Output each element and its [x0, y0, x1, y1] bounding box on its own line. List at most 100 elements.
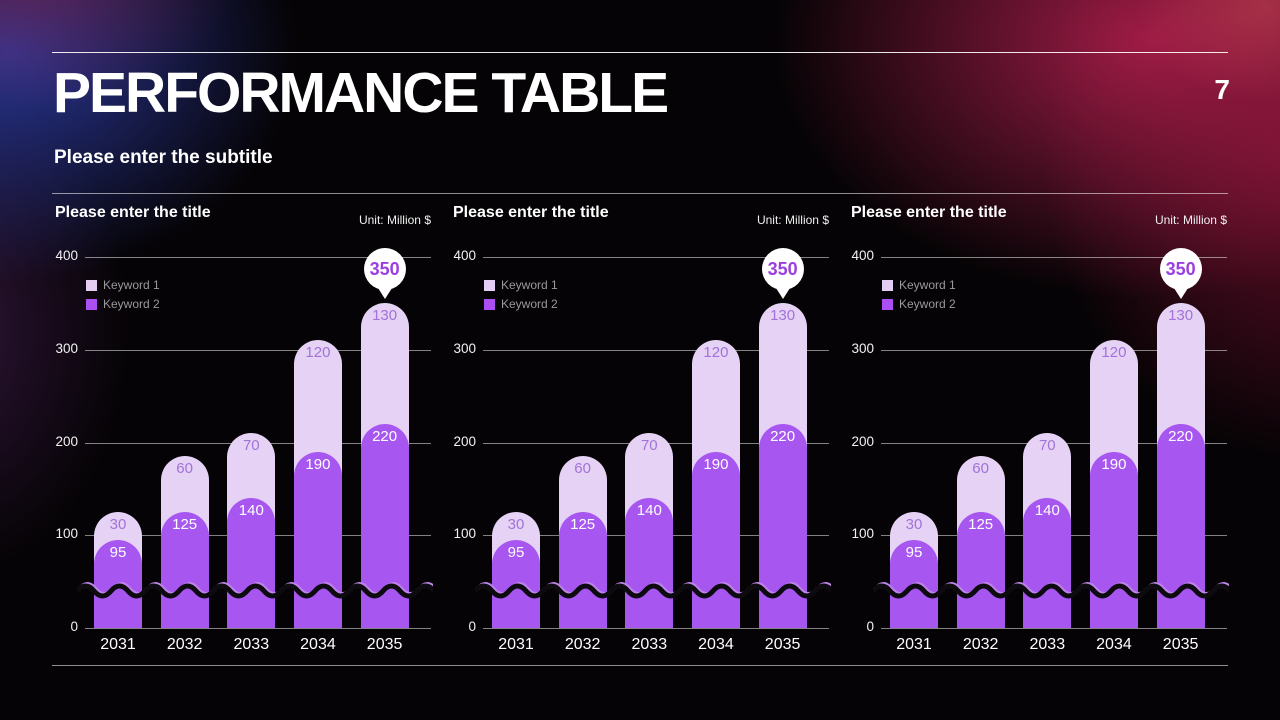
x-tick-label: 2031: [100, 636, 136, 653]
bottom-rule: [52, 665, 1228, 666]
bar-value-label: 190: [305, 455, 331, 473]
y-tick-label: 100: [55, 526, 78, 542]
callout-value: 350: [363, 248, 406, 290]
unit-label: Unit: Million $: [358, 213, 431, 227]
gridline: [881, 349, 1227, 351]
legend-swatch-2: [86, 299, 97, 310]
callout-value: 350: [1159, 248, 1202, 290]
legend-swatch-1: [484, 280, 495, 291]
y-tick-label: 300: [851, 340, 874, 356]
axis-break-squiggle: [75, 577, 454, 601]
bar-value-label: 95: [507, 543, 525, 561]
legend-label-1: Keyword 1: [501, 278, 558, 292]
bar-value-label: 120: [703, 344, 729, 362]
bar-value-label: 220: [1168, 427, 1194, 445]
x-tick-label: 2032: [166, 636, 203, 653]
y-tick-label: 400: [55, 248, 78, 263]
x-tick-label: 2033: [233, 636, 270, 653]
slide-subtitle: Please enter the subtitle: [54, 147, 273, 168]
gridline: [881, 257, 1227, 258]
y-tick-label: 0: [70, 619, 78, 634]
bar-value-label: 120: [305, 344, 331, 362]
bar-value-label: 60: [972, 460, 989, 478]
bar-value-label: 140: [1034, 502, 1060, 520]
gridline: [85, 628, 431, 629]
legend-label-2: Keyword 2: [103, 297, 160, 311]
bar-value-label: 60: [176, 460, 193, 478]
chart-panel: Please enter the title Unit: Million $ 0 10…: [53, 200, 454, 670]
bar-value-label: 190: [703, 455, 729, 473]
legend-label-2: Keyword 2: [899, 297, 956, 311]
callout-tail: [775, 288, 790, 299]
total-callout: 350: [761, 248, 804, 302]
legend-swatch-2: [484, 299, 495, 310]
bar-segment-keyword-2: 190: [691, 451, 740, 628]
bar-value-label: 95: [905, 543, 923, 561]
y-tick-label: 200: [453, 433, 476, 449]
gridline: [483, 257, 829, 258]
y-tick-label: 300: [453, 340, 476, 356]
bar-segment-keyword-2: 125: [558, 512, 607, 628]
gridline: [483, 349, 829, 351]
x-tick-label: 2032: [962, 636, 999, 653]
y-tick-label: 0: [866, 619, 874, 634]
bar-segment-keyword-2: 125: [160, 512, 209, 628]
legend-swatch-1: [86, 280, 97, 291]
bar-value-label: 190: [1101, 455, 1127, 473]
chart-panel: Please enter the title Unit: Million $ 0 10…: [451, 200, 852, 670]
y-tick-label: 300: [55, 340, 78, 356]
bar-value-label: 220: [372, 427, 398, 445]
x-tick-label: 2033: [1029, 636, 1066, 653]
x-tick-label: 2031: [896, 636, 932, 653]
callout-tail: [1173, 288, 1188, 299]
x-tick-label: 2034: [1096, 636, 1132, 653]
bar-value-label: 125: [570, 516, 596, 534]
bar-segment-keyword-2: 140: [625, 498, 674, 628]
bar-segment-keyword-2: 125: [956, 512, 1005, 628]
x-tick-label: 2034: [300, 636, 336, 653]
bar-segment-keyword-2: 140: [227, 498, 276, 628]
x-tick-label: 2034: [698, 636, 734, 653]
bar-value-label: 125: [172, 516, 198, 534]
unit-label: Unit: Million $: [1154, 213, 1227, 227]
x-tick-label: 2033: [631, 636, 668, 653]
gridline: [881, 628, 1227, 629]
gridline: [85, 349, 431, 351]
x-tick-label: 2032: [564, 636, 601, 653]
bar-value-label: 130: [1168, 307, 1194, 325]
y-tick-label: 100: [453, 526, 476, 542]
total-callout: 350: [363, 248, 406, 302]
axis-break-squiggle: [871, 577, 1250, 601]
bar-value-label: 130: [770, 307, 796, 325]
bar-value-label: 70: [242, 437, 260, 455]
bar-segment-keyword-2: 95: [94, 539, 142, 628]
chart-title: Please enter the title: [851, 204, 1007, 221]
bar-value-label: 130: [372, 307, 398, 325]
axis-break-squiggle: [473, 577, 852, 601]
page-number: 7: [1214, 74, 1230, 105]
bar-value-label: 95: [109, 543, 127, 561]
bar-value-label: 30: [109, 516, 127, 534]
legend-swatch-2: [882, 299, 893, 310]
bar-segment-keyword-2: 190: [293, 451, 342, 628]
bar-value-label: 30: [905, 516, 923, 534]
gridline: [483, 628, 829, 629]
bar-segment-keyword-2: 140: [1023, 498, 1072, 628]
x-tick-label: 2035: [1162, 636, 1199, 653]
chart-title: Please enter the title: [55, 204, 211, 221]
bar-value-label: 60: [574, 460, 591, 478]
callout-tail: [377, 288, 392, 299]
x-tick-label: 2035: [366, 636, 403, 653]
chart-title: Please enter the title: [453, 204, 609, 221]
y-tick-label: 200: [851, 433, 874, 449]
bar-value-label: 125: [968, 516, 994, 534]
callout-value: 350: [761, 248, 804, 290]
bar-value-label: 30: [507, 516, 525, 534]
legend-label-1: Keyword 1: [899, 278, 956, 292]
bar-value-label: 70: [1038, 437, 1056, 455]
y-tick-label: 200: [55, 433, 78, 449]
legend-swatch-1: [882, 280, 893, 291]
slide-title: PERFORMANCE TABLE: [53, 61, 669, 125]
bar-value-label: 140: [636, 502, 662, 520]
